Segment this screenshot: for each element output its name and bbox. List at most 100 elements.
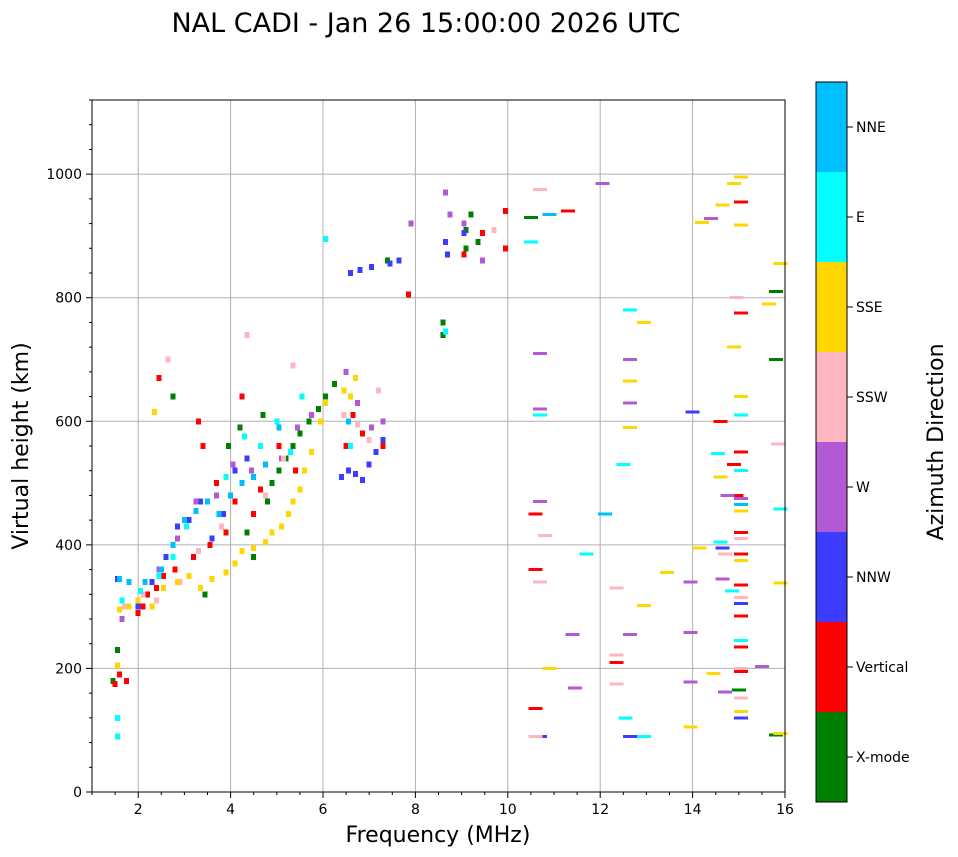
echo-point-sse <box>223 569 229 576</box>
echo-point-w <box>704 217 719 221</box>
echo-point-nnw <box>339 473 344 480</box>
echo-point-x-mode <box>202 591 208 598</box>
echo-point-nne <box>142 578 148 585</box>
colorbar-label: Vertical <box>856 660 908 676</box>
echo-point-w <box>720 493 735 497</box>
colorbar-label: NNE <box>856 120 886 136</box>
echo-point-vertical <box>461 251 467 258</box>
echo-point-sse <box>322 399 328 406</box>
echo-point-e <box>523 240 538 244</box>
echo-point-sse <box>114 662 120 669</box>
echo-point-vertical <box>734 531 749 534</box>
echo-point-e <box>138 588 143 595</box>
echo-point-ssw <box>290 362 296 369</box>
echo-point-sse <box>637 320 652 324</box>
echo-point-x-mode <box>768 290 783 293</box>
echo-point-e <box>170 554 176 561</box>
colorbar-label: X-mode <box>856 750 910 766</box>
echo-point-x-mode <box>265 498 271 505</box>
colorbar-label: SSW <box>856 390 888 406</box>
echo-point-sse <box>623 379 638 383</box>
echo-point-ssw <box>154 597 160 604</box>
echo-point-w <box>479 257 485 264</box>
echo-point-e <box>258 443 264 449</box>
echo-point-vertical <box>154 585 160 592</box>
echo-point-nne <box>117 575 123 582</box>
echo-point-x-mode <box>475 239 481 246</box>
echo-point-sse <box>734 223 749 227</box>
echo-point-e <box>773 507 788 511</box>
echo-point-sse <box>126 603 132 610</box>
echo-point-nne <box>276 424 282 431</box>
echo-point-ssw <box>717 552 732 556</box>
echo-point-e <box>223 473 229 480</box>
echo-point-nne <box>181 517 187 524</box>
y-tick-label: 600 <box>55 414 82 430</box>
echo-point-w <box>230 461 236 468</box>
echo-point-nnw <box>345 467 351 474</box>
echo-point-w <box>683 580 698 584</box>
echo-point-ssw <box>366 436 372 443</box>
echo-point-vertical <box>609 660 624 664</box>
echo-point-nnw <box>623 734 638 738</box>
echo-point-sse <box>149 603 155 610</box>
echo-point-ssw <box>165 356 171 363</box>
echo-point-ssw <box>140 591 146 598</box>
echo-point-sse <box>186 572 192 579</box>
echo-point-vertical <box>172 566 178 573</box>
echo-point-vertical <box>528 707 543 711</box>
echo-point-nne <box>228 492 234 499</box>
echo-point-e <box>119 597 125 604</box>
echo-point-x-mode <box>322 393 328 400</box>
echo-point-x-mode <box>523 215 538 219</box>
x-tick-label: 12 <box>591 802 609 818</box>
echo-point-nnw <box>369 263 374 270</box>
echo-point-vertical <box>528 568 543 572</box>
colorbar-label: E <box>856 210 865 226</box>
echo-point-vertical <box>734 450 749 454</box>
echo-point-vertical <box>479 229 485 236</box>
echo-point-sse <box>734 558 749 562</box>
echo-point-e <box>734 413 749 417</box>
echo-point-e <box>616 463 631 466</box>
colorbar-swatch <box>816 262 847 352</box>
echo-point-x-mode <box>306 418 312 425</box>
azimuth-colorbar: X-mode Vertical NNW W SSW SSE E NNE <box>816 82 910 802</box>
echo-point-x-mode <box>768 733 783 737</box>
echo-point-sse <box>692 546 707 550</box>
echo-point-w <box>595 181 610 185</box>
echo-point-nnw <box>461 229 467 236</box>
echo-point-sse <box>302 467 307 474</box>
echo-point-ssw <box>609 586 624 590</box>
echo-point-nne <box>158 566 164 573</box>
echo-point-vertical <box>191 554 197 561</box>
plot-marks <box>110 175 788 740</box>
echo-point-sse <box>773 262 788 266</box>
echo-point-vertical <box>251 511 257 517</box>
echo-point-ssw <box>734 696 749 700</box>
echo-point-e <box>637 734 652 738</box>
echo-point-w <box>193 498 199 505</box>
echo-point-nne <box>262 461 268 468</box>
echo-point-sse <box>290 498 296 505</box>
echo-point-vertical <box>350 412 356 419</box>
x-tick-label: 6 <box>319 802 328 818</box>
echo-point-ssw <box>734 595 749 599</box>
echo-point-nne <box>239 480 245 487</box>
echo-point-sse <box>727 345 742 349</box>
echo-point-vertical <box>258 486 264 493</box>
echo-point-nnw <box>373 449 379 456</box>
echo-point-ssw <box>734 666 749 670</box>
echo-point-nnw <box>348 270 354 276</box>
echo-point-x-mode <box>315 405 321 412</box>
echo-point-nnw <box>149 578 155 585</box>
echo-point-sse <box>734 395 749 399</box>
echo-point-sse <box>734 710 749 714</box>
echo-point-sse <box>715 203 730 207</box>
echo-point-x-mode <box>170 393 176 400</box>
echo-point-e <box>242 433 247 440</box>
echo-point-vertical <box>734 583 749 587</box>
echo-point-vertical <box>528 512 543 516</box>
colorbar-swatch <box>816 442 847 532</box>
